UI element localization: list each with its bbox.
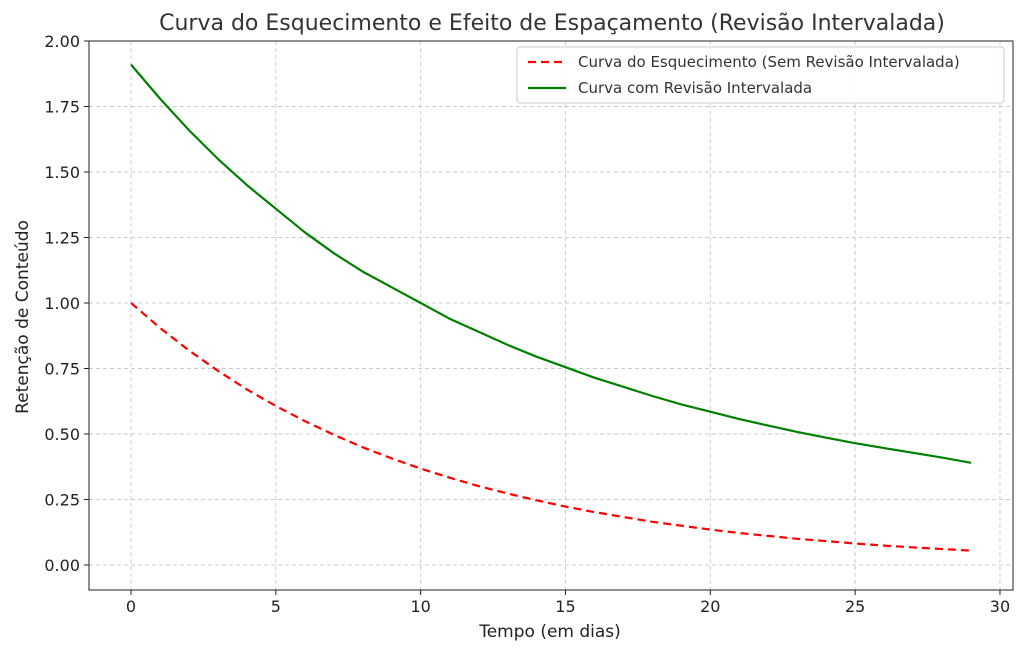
legend-label-2: Curva com Revisão Intervalada (578, 79, 812, 97)
y-tick-label: 1.00 (44, 294, 80, 313)
y-tick-label: 0.00 (44, 556, 80, 575)
y-tick-label: 1.25 (44, 228, 80, 247)
series-line-2 (130, 63, 972, 464)
y-tick-label: 0.25 (44, 490, 80, 509)
x-tick-label: 20 (700, 597, 720, 616)
legend-label-1: Curva do Esquecimento (Sem Revisão Inter… (578, 53, 960, 71)
y-axis-label: Retenção de Conteúdo (13, 220, 33, 414)
chart-title: Curva do Esquecimento e Efeito de Espaça… (159, 11, 945, 36)
legend: Curva do Esquecimento (Sem Revisão Inter… (516, 46, 1005, 104)
legend-box (516, 46, 1005, 104)
x-tick-label: 5 (271, 597, 281, 616)
x-axis-label: Tempo (em dias) (478, 622, 621, 642)
x-tick-label: 25 (845, 597, 865, 616)
y-tick-label: 0.75 (44, 359, 80, 378)
x-tick-label: 15 (555, 597, 575, 616)
x-tick-label: 10 (410, 597, 430, 616)
x-tick-label: 30 (990, 597, 1010, 616)
x-tick-label: 0 (126, 597, 136, 616)
y-tick-label: 2.00 (44, 32, 80, 51)
y-tick-label: 1.50 (44, 163, 80, 182)
series-line-1 (130, 302, 972, 552)
y-tick-label: 0.50 (44, 425, 80, 444)
grid-lines (89, 40, 1013, 590)
y-tick-label: 1.75 (44, 97, 80, 116)
axis-ticks: 0 5 10 15 20 25 30 0.00 0.25 0.50 0.75 1.00 1.25 1.50… (44, 32, 1010, 616)
series-lines (130, 63, 972, 552)
plot-frame (88, 40, 1014, 591)
